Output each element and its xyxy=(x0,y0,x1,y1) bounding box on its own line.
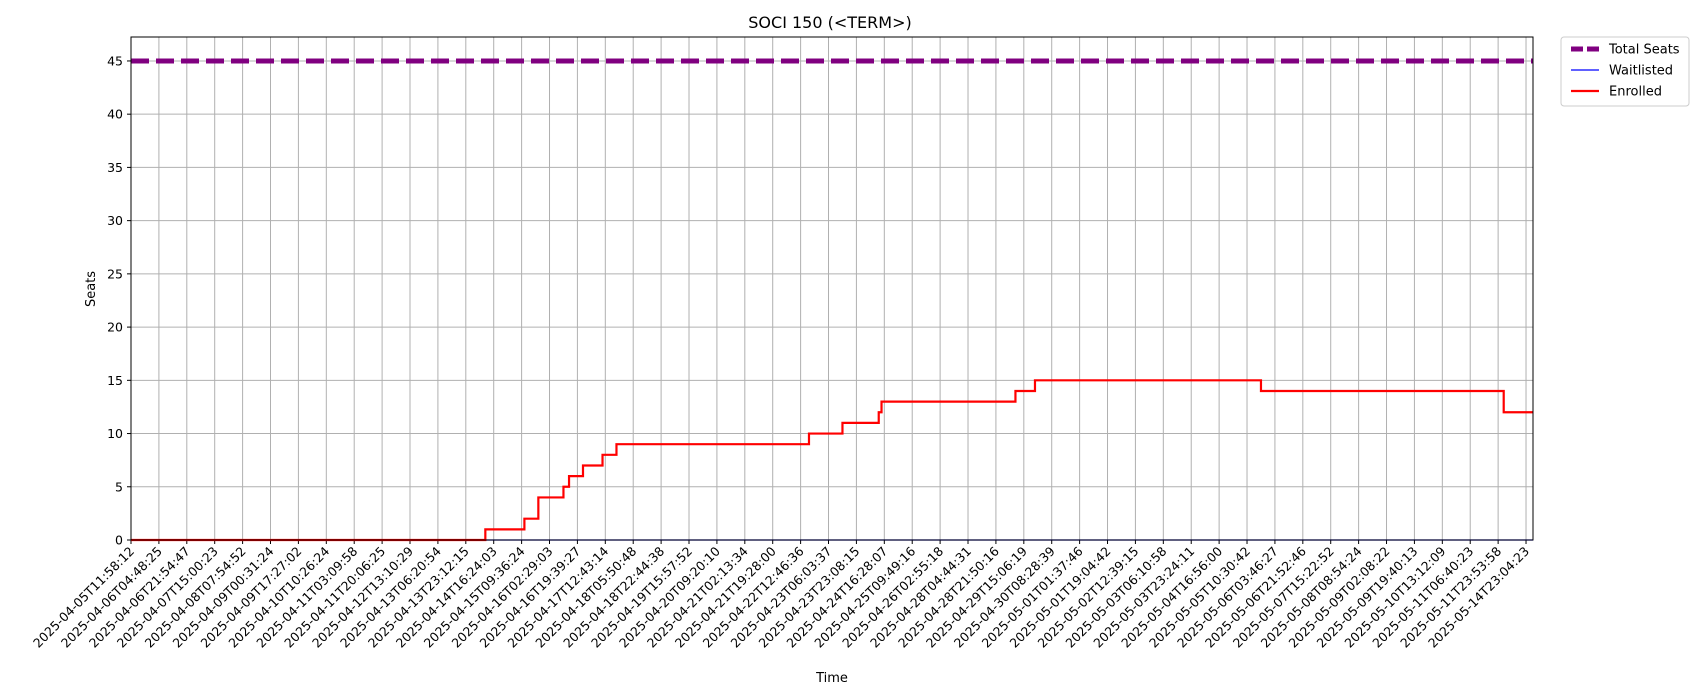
plot-frame xyxy=(130,36,1534,541)
legend-box xyxy=(1560,36,1690,107)
y-axis-label: Seats xyxy=(84,271,99,307)
y-tick-label: 30 xyxy=(107,213,123,228)
y-tick-label: 15 xyxy=(107,373,123,388)
legend-label-total-seats: Total Seats xyxy=(1608,43,1680,58)
y-tick-label: 35 xyxy=(107,160,123,175)
y-tick-label: 5 xyxy=(115,479,123,494)
legend-label-enrolled: Enrolled xyxy=(1609,85,1662,100)
y-tick-label: 40 xyxy=(107,107,123,122)
y-tick-label: 0 xyxy=(115,533,123,548)
y-tick-label: 45 xyxy=(107,53,123,68)
y-axis: 0 5 10 15 20 25 30 35 40 45 xyxy=(107,53,131,548)
y-tick-label: 25 xyxy=(107,266,123,281)
legend: Total Seats Waitlisted Enrolled xyxy=(1560,36,1690,107)
y-tick-label: 20 xyxy=(107,320,123,335)
chart-title: SOCI 150 (<TERM>) xyxy=(748,13,911,32)
enrolled-series-line xyxy=(131,379,1533,542)
legend-label-waitlisted: Waitlisted xyxy=(1609,64,1673,79)
y-tick-label: 10 xyxy=(107,426,123,441)
x-axis-label: Time xyxy=(815,671,848,686)
